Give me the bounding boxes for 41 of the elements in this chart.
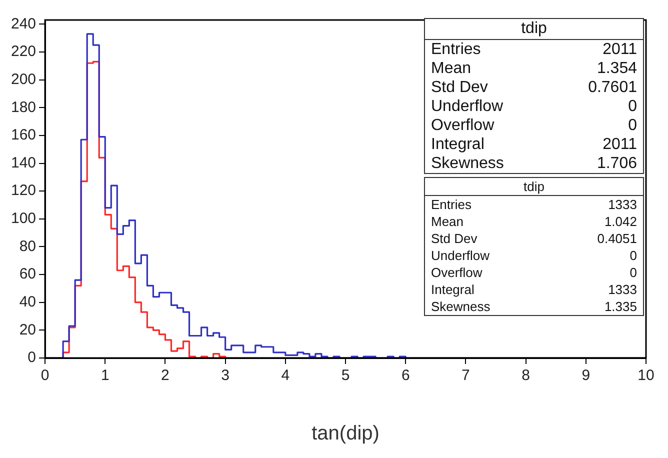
x-tick-label: 0 bbox=[40, 367, 50, 384]
y-tick-label: 200 bbox=[10, 70, 36, 88]
y-tick-label: 180 bbox=[10, 98, 36, 116]
y-tick-label: 240 bbox=[10, 15, 36, 32]
x-tick-label: 3 bbox=[221, 367, 230, 384]
x-tick-label: 8 bbox=[522, 367, 530, 384]
text: Std Dev 0.7601 bbox=[431, 79, 637, 96]
y-tick-label: 80 bbox=[19, 238, 36, 255]
text: Mean 1.354 bbox=[431, 60, 637, 77]
y-tick-label: 120 bbox=[10, 182, 36, 200]
text: Integral 2011 bbox=[431, 136, 637, 153]
annotation: tdip bbox=[425, 19, 643, 40]
text: Underflow 0 bbox=[431, 98, 637, 115]
x-tick-label: 7 bbox=[462, 367, 470, 384]
x-tick-label: 10 bbox=[638, 367, 654, 384]
x-tick-label: 2 bbox=[161, 367, 170, 384]
y-tick-label: 220 bbox=[10, 43, 36, 60]
text: Skewness 1.335 bbox=[431, 299, 637, 314]
x-tick-label: 6 bbox=[401, 367, 410, 384]
x-tick-label: 1 bbox=[100, 367, 110, 384]
text: Skewness 1.706 bbox=[431, 155, 637, 172]
y-tick-label: 160 bbox=[10, 126, 36, 144]
y-tick-label: 40 bbox=[19, 294, 36, 311]
text: Underflow 0 bbox=[431, 248, 637, 263]
x-axis-title: tan(dip) bbox=[312, 422, 380, 445]
y-tick-label: 100 bbox=[10, 210, 36, 228]
y-tick-label: 0 bbox=[28, 349, 36, 366]
y-tick-label: 140 bbox=[10, 154, 36, 172]
y-tick-label: 20 bbox=[19, 321, 36, 338]
text: Overflow 0 bbox=[431, 265, 637, 280]
text: Std Dev 0.4051 bbox=[431, 231, 637, 246]
text: Mean 1.042 bbox=[431, 214, 637, 229]
x-tick-label: 9 bbox=[582, 367, 590, 384]
x-tick-label: 4 bbox=[281, 367, 290, 384]
text: Entries 2011 bbox=[431, 41, 637, 58]
text: Entries 1333 bbox=[431, 197, 637, 212]
text: Integral 1333 bbox=[431, 282, 637, 297]
text: Overflow 0 bbox=[431, 117, 637, 134]
x-tick-label: 5 bbox=[341, 367, 350, 384]
y-tick-label: 60 bbox=[19, 266, 36, 283]
annotation: tdip bbox=[425, 178, 643, 196]
